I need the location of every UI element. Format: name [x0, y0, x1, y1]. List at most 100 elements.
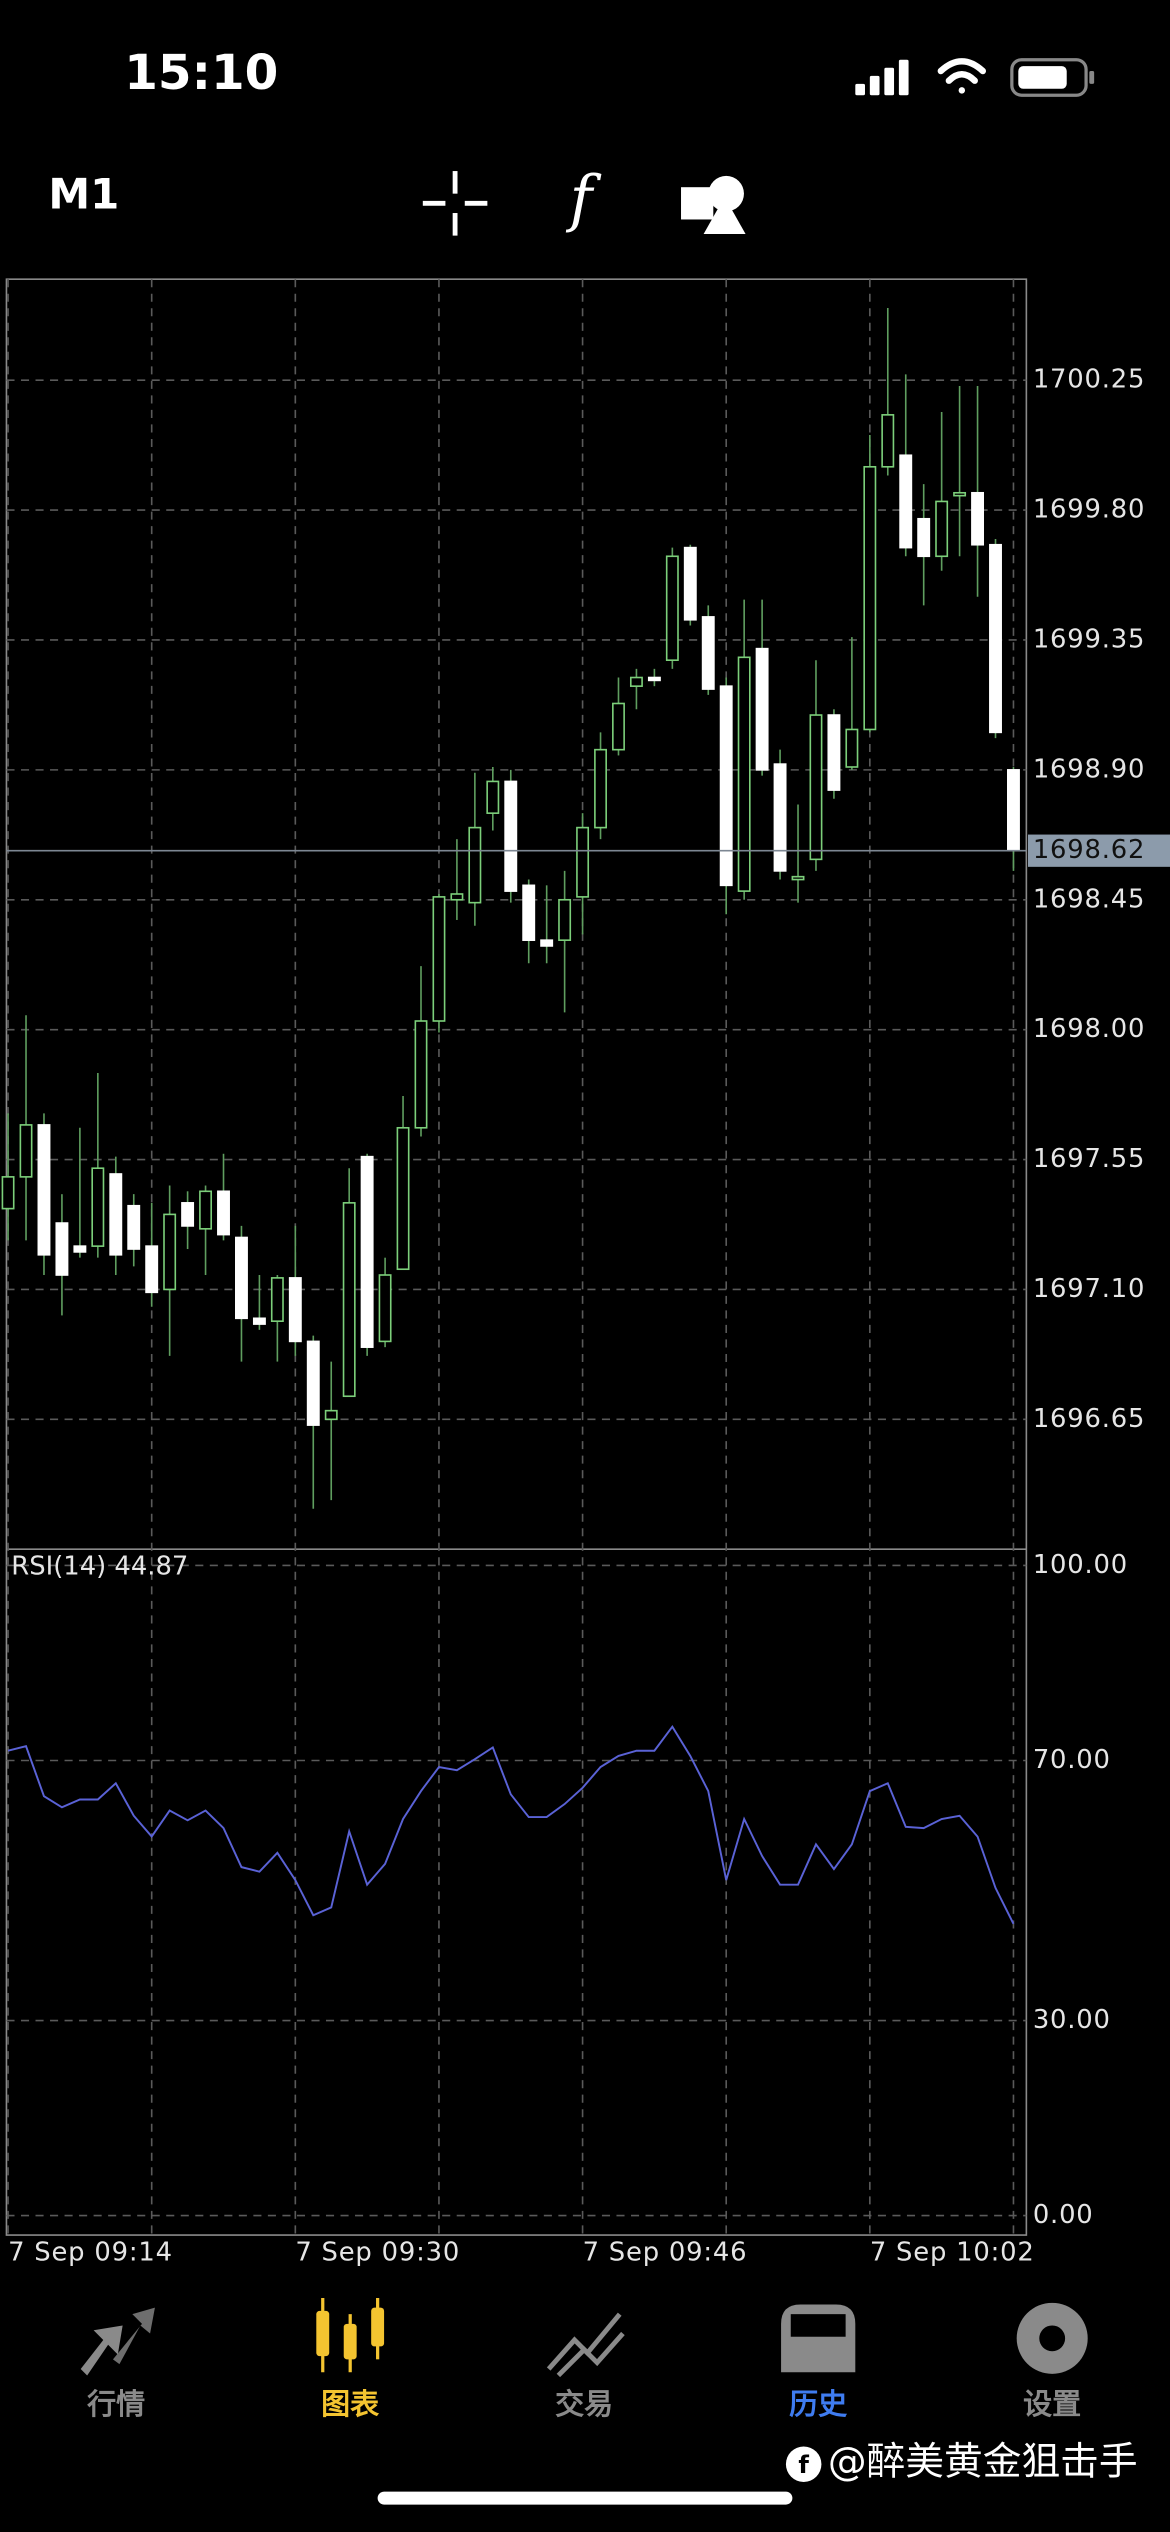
candle-body: [827, 714, 841, 791]
candle-body: [163, 1213, 177, 1291]
candle-body: [791, 875, 805, 881]
y-tick-label: 1696.65: [1033, 1404, 1145, 1434]
tab-bar: 行情 图表 交易 历史 设置: [80, 2298, 1088, 2421]
rsi-line: [7, 1724, 1015, 1925]
candle-body: [91, 1167, 105, 1247]
candle-body: [540, 939, 554, 947]
candle-body: [145, 1245, 159, 1294]
tab-label[interactable]: 行情: [86, 2387, 145, 2421]
candle-body: [109, 1173, 123, 1256]
candle-body: [306, 1340, 320, 1426]
candle-body: [252, 1317, 266, 1325]
candle-body: [881, 414, 895, 468]
watermark-text: @醉美黄金狙击手: [828, 2440, 1138, 2485]
y-tick-label: 1700.25: [1033, 365, 1145, 395]
status-time: 15:10: [124, 45, 278, 101]
candle-body: [935, 500, 949, 558]
candle-body: [917, 517, 931, 558]
candle-body: [612, 702, 625, 751]
y-tick-label: 30.00: [1033, 2005, 1111, 2035]
settings-icon[interactable]: [1016, 2302, 1088, 2374]
candle-body: [953, 491, 967, 497]
rsi-label: RSI(14) 44.87: [11, 1551, 188, 1581]
tab-label[interactable]: 设置: [1023, 2387, 1081, 2421]
candle-body: [576, 826, 590, 898]
candle-body: [504, 780, 518, 892]
candle-body: [235, 1236, 248, 1320]
last-price-label: 1698.62: [1033, 835, 1145, 865]
candle-body: [594, 748, 607, 829]
y-tick-label: 100.00: [1033, 1550, 1128, 1580]
x-tick-label: 7 Sep 09:30: [295, 2237, 460, 2267]
candle-body: [378, 1274, 392, 1343]
candle-body: [755, 647, 769, 771]
candle-body: [432, 896, 446, 1022]
candle-body: [647, 676, 661, 682]
candle-body: [181, 1202, 195, 1227]
tab-label[interactable]: 图表: [321, 2387, 380, 2421]
chart-frame: [5, 278, 1028, 2236]
candle-body: [37, 1124, 51, 1256]
y-tick-label: 1697.10: [1033, 1274, 1145, 1304]
y-tick-label: 1699.35: [1033, 624, 1145, 654]
candle-body: [1007, 769, 1020, 852]
candle-body: [683, 546, 697, 621]
candle-body: [360, 1155, 374, 1348]
last-price-box: [1027, 834, 1170, 867]
candle-body: [558, 898, 572, 941]
candle-body: [719, 685, 733, 887]
x-tick-label: 7 Sep 09:46: [583, 2237, 748, 2267]
x-tick-label: 7 Sep 10:02: [870, 2237, 1035, 2267]
y-tick-label: 1698.90: [1033, 754, 1145, 784]
home-indicator: [377, 2491, 793, 2505]
candle-body: [845, 728, 859, 768]
tab-label[interactable]: 历史: [789, 2387, 847, 2421]
plot: 1700.25 1699.80 1699.35 1698.90 1698.45 1698.…: [1, 279, 1170, 2267]
wifi-icon: [937, 58, 987, 94]
candle-body: [863, 465, 877, 731]
y-tick-label: 1698.00: [1033, 1014, 1145, 1044]
tab-label[interactable]: 交易: [555, 2387, 613, 2421]
candle-body: [665, 555, 679, 661]
candle-body: [270, 1277, 284, 1322]
candle-body: [1, 1176, 15, 1210]
candle-body: [217, 1190, 230, 1236]
trade-icon[interactable]: [546, 2312, 625, 2378]
candle-body: [899, 454, 913, 549]
candle-body: [414, 1020, 428, 1129]
candle-body: [396, 1126, 410, 1271]
x-tick-label: 7 Sep 09:14: [8, 2237, 173, 2267]
candle-body: [971, 491, 985, 546]
candle-body: [450, 893, 464, 901]
candle-body: [199, 1190, 213, 1230]
candle-body: [809, 714, 823, 861]
y-tick-label: 1697.55: [1033, 1144, 1145, 1174]
candle-body: [629, 676, 643, 687]
quotes-icon[interactable]: [80, 2307, 155, 2376]
candle-body: [486, 780, 500, 814]
battery-icon: [1010, 58, 1095, 97]
candle-body: [55, 1222, 69, 1276]
objects-button[interactable]: [681, 175, 746, 234]
crosshair-button[interactable]: [422, 171, 488, 236]
candle-body: [342, 1202, 356, 1398]
candle-body: [468, 826, 482, 904]
timeframe-button[interactable]: M1: [48, 169, 119, 218]
svg-text:f: f: [798, 2451, 809, 2479]
candle-body: [288, 1277, 302, 1343]
candle-body: [773, 763, 787, 872]
chart-icon[interactable]: [316, 2298, 385, 2373]
candle-body: [19, 1124, 33, 1178]
history-icon[interactable]: [781, 2304, 856, 2373]
signal-icon: [855, 59, 909, 96]
y-tick-label: 0.00: [1033, 2200, 1094, 2230]
watermark: f @醉美黄金狙击手: [785, 2440, 1138, 2485]
candle-body: [324, 1409, 338, 1421]
y-tick-label: 1698.45: [1033, 884, 1145, 914]
candle-body: [701, 616, 715, 690]
y-tick-label: 70.00: [1033, 1745, 1111, 1775]
candle-body: [522, 884, 536, 941]
candle-body: [737, 656, 751, 892]
